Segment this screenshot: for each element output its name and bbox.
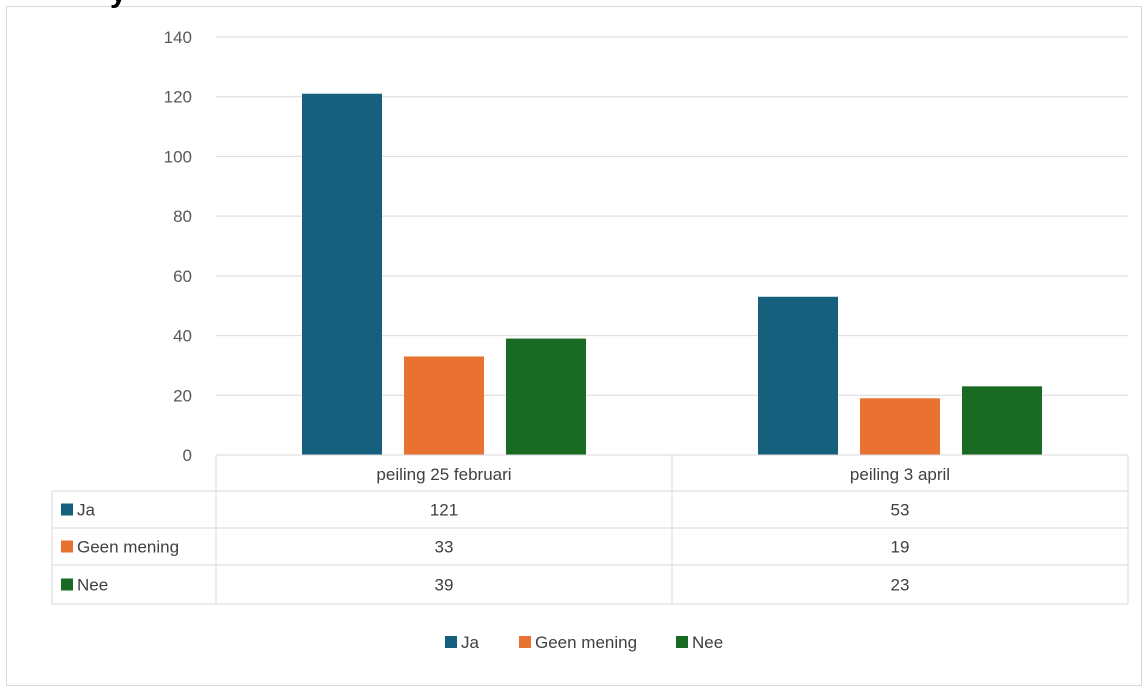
title-fragment: y <box>110 0 127 10</box>
series-key <box>61 578 73 591</box>
y-tick-label: 80 <box>173 207 192 226</box>
bar <box>506 338 586 455</box>
series-row-label: Ja <box>77 501 96 520</box>
data-label: 23 <box>891 576 910 595</box>
series-row-label: Geen mening <box>77 538 179 557</box>
data-label: 39 <box>435 576 454 595</box>
series-key <box>61 503 73 516</box>
legend-label: Geen mening <box>535 633 637 652</box>
series-key <box>61 540 73 553</box>
x-category-label: peiling 25 februari <box>376 465 511 484</box>
bar <box>758 296 838 455</box>
y-tick-label: 20 <box>173 386 192 405</box>
bar <box>404 356 484 455</box>
series-row-label: Nee <box>77 576 108 595</box>
data-label: 19 <box>891 538 910 557</box>
bar <box>860 398 940 455</box>
data-label: 53 <box>891 501 910 520</box>
y-tick-label: 140 <box>164 28 192 47</box>
legend-swatch <box>519 636 531 648</box>
y-tick-label: 40 <box>173 327 192 346</box>
legend-swatch <box>676 636 688 648</box>
legend-label: Nee <box>692 633 723 652</box>
data-label: 121 <box>430 501 458 520</box>
y-tick-label: 60 <box>173 267 192 286</box>
bar <box>302 93 382 455</box>
y-tick-label: 120 <box>164 88 192 107</box>
y-tick-label: 0 <box>183 446 192 465</box>
y-tick-label: 100 <box>164 147 192 166</box>
legend-label: Ja <box>461 633 480 652</box>
bar <box>962 386 1042 455</box>
legend-swatch <box>445 636 457 648</box>
data-label: 33 <box>435 538 454 557</box>
x-category-label: peiling 3 april <box>850 465 950 484</box>
